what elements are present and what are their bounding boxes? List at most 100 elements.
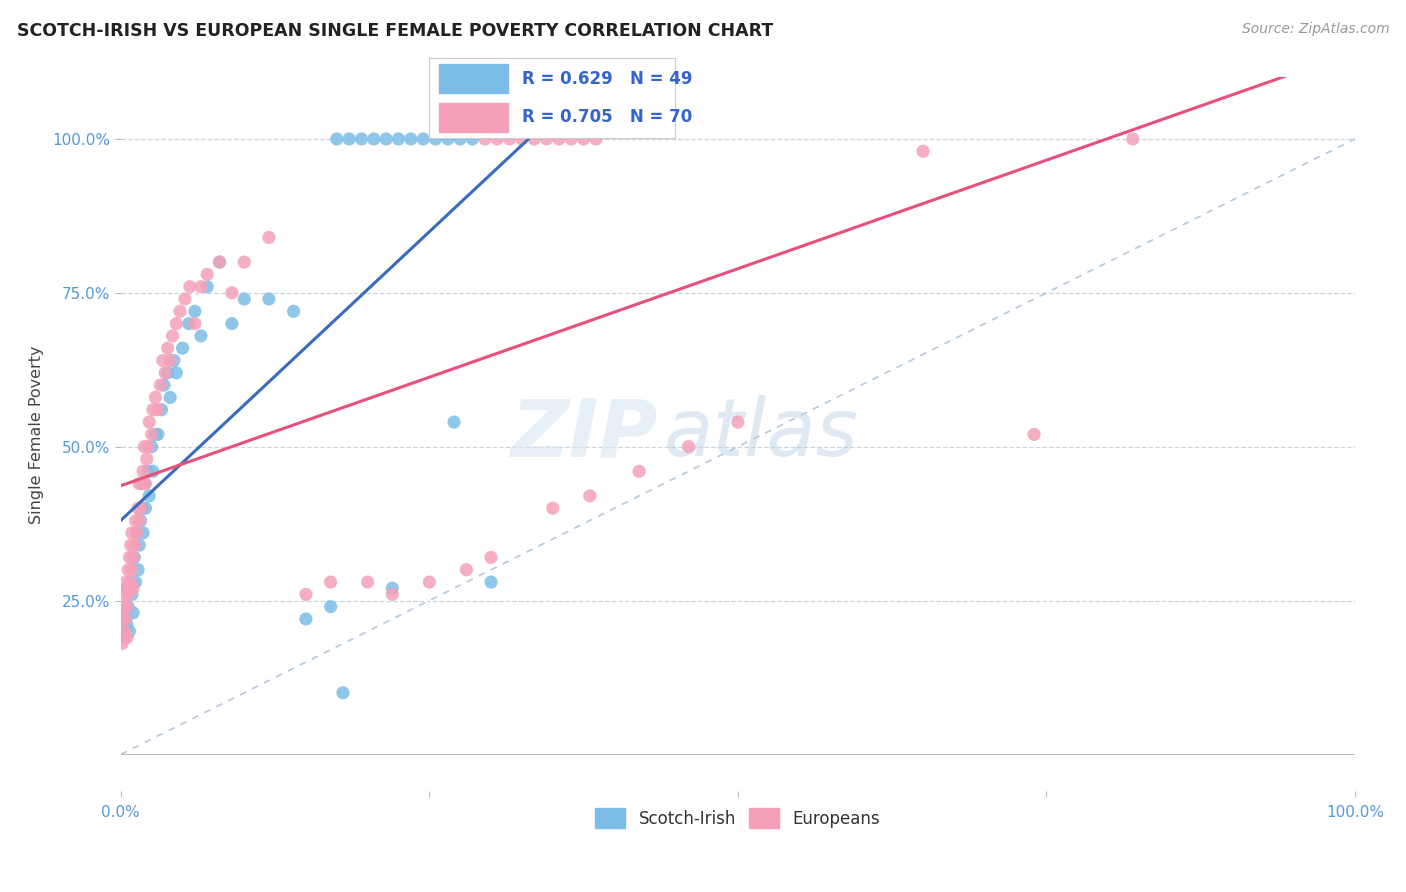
Point <box>111 624 134 639</box>
Point <box>136 440 159 454</box>
Point <box>134 440 156 454</box>
Point <box>122 581 145 595</box>
Point <box>319 575 342 590</box>
Point <box>165 366 187 380</box>
Point <box>350 132 373 146</box>
Point <box>115 618 138 632</box>
Y-axis label: Single Female Poverty: Single Female Poverty <box>30 345 44 524</box>
Point <box>548 132 571 146</box>
Bar <box>439 64 508 94</box>
Point <box>114 575 136 590</box>
Point <box>233 292 256 306</box>
Point <box>114 587 136 601</box>
Text: R = 0.629   N = 49: R = 0.629 N = 49 <box>523 70 693 87</box>
Point <box>461 132 484 146</box>
Point <box>184 317 207 331</box>
Text: R = 0.705   N = 70: R = 0.705 N = 70 <box>523 109 693 127</box>
Point <box>122 606 145 620</box>
Point <box>138 489 160 503</box>
Point <box>127 563 149 577</box>
Point <box>153 378 176 392</box>
Point <box>184 304 207 318</box>
Point <box>141 440 163 454</box>
Point <box>120 575 142 590</box>
Point <box>165 317 187 331</box>
Bar <box>439 103 508 132</box>
Point <box>628 464 651 478</box>
Point <box>146 402 169 417</box>
Point <box>156 366 179 380</box>
Point <box>418 575 440 590</box>
Point <box>572 132 595 146</box>
Point <box>141 427 163 442</box>
Point <box>121 525 143 540</box>
Point <box>115 599 138 614</box>
Point <box>381 587 404 601</box>
Point <box>498 132 520 146</box>
Text: SCOTCH-IRISH VS EUROPEAN SINGLE FEMALE POVERTY CORRELATION CHART: SCOTCH-IRISH VS EUROPEAN SINGLE FEMALE P… <box>17 22 773 40</box>
Point <box>128 538 150 552</box>
Point <box>560 132 582 146</box>
Point <box>114 624 136 639</box>
Point <box>115 631 138 645</box>
Point <box>474 132 496 146</box>
Point <box>124 550 146 565</box>
Point <box>155 366 177 380</box>
Point <box>425 132 447 146</box>
Point <box>114 612 136 626</box>
Point <box>337 132 360 146</box>
Point <box>134 476 156 491</box>
Point <box>115 581 138 595</box>
Point <box>117 563 139 577</box>
Point <box>443 415 465 429</box>
Point <box>381 581 404 595</box>
Point <box>195 268 218 282</box>
Point <box>120 575 142 590</box>
Point <box>142 402 165 417</box>
Point <box>332 686 354 700</box>
Point <box>136 464 159 478</box>
Point <box>121 563 143 577</box>
Point <box>510 132 533 146</box>
Point <box>169 304 191 318</box>
Point <box>479 550 502 565</box>
Point <box>127 501 149 516</box>
Point <box>124 538 146 552</box>
Text: Source: ZipAtlas.com: Source: ZipAtlas.com <box>1241 22 1389 37</box>
Point <box>1022 427 1045 442</box>
Point <box>121 587 143 601</box>
Point <box>233 255 256 269</box>
Point <box>125 525 148 540</box>
Point <box>111 637 134 651</box>
Point <box>190 329 212 343</box>
Point <box>257 292 280 306</box>
Point <box>486 132 509 146</box>
Point <box>142 464 165 478</box>
Point <box>118 624 141 639</box>
Point <box>221 317 243 331</box>
Point <box>479 575 502 590</box>
Point <box>295 612 318 626</box>
Legend: Scotch-Irish, Europeans: Scotch-Irish, Europeans <box>589 802 887 834</box>
Point <box>449 132 471 146</box>
Point <box>112 606 135 620</box>
Point <box>159 353 181 368</box>
Point <box>131 501 153 516</box>
Point <box>145 427 167 442</box>
Point <box>112 599 135 614</box>
Point <box>387 132 409 146</box>
Point <box>125 525 148 540</box>
Point <box>257 230 280 244</box>
Point <box>585 132 607 146</box>
Point <box>112 631 135 645</box>
Point <box>174 292 197 306</box>
Point <box>120 538 142 552</box>
Point <box>179 279 201 293</box>
Point <box>541 501 564 516</box>
Point <box>122 550 145 565</box>
Point <box>163 353 186 368</box>
Point <box>132 464 155 478</box>
Point <box>145 391 167 405</box>
Point <box>177 317 200 331</box>
Point <box>363 132 385 146</box>
